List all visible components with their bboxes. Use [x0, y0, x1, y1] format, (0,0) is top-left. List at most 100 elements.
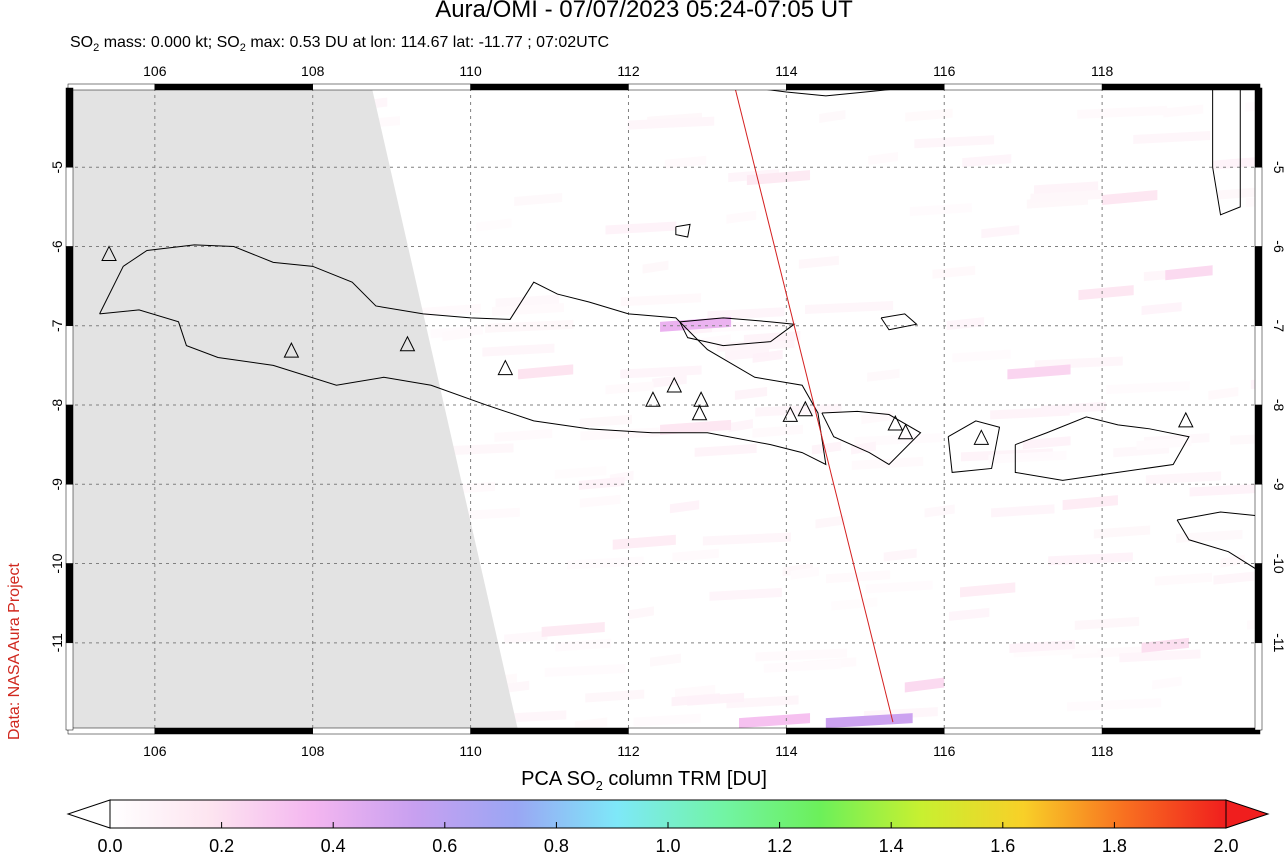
so2-swath-pixel: [755, 648, 848, 662]
so2-swath-pixel: [988, 450, 1067, 464]
so2-swath-pixel: [811, 441, 842, 455]
orbit-track-line: [734, 87, 894, 723]
so2-swath-pixel: [1067, 698, 1162, 712]
so2-swath-pixel: [1133, 130, 1211, 144]
so2-swath-pixel: [815, 515, 845, 529]
frame-segment-bottom: [943, 727, 1103, 735]
so2-swath-pixel: [579, 414, 632, 428]
colorbar-tick-label: 0.2: [209, 836, 234, 855]
so2-swath-pixel: [851, 441, 876, 455]
so2-swath-pixel: [669, 500, 700, 514]
so2-swath-pixel: [763, 659, 842, 673]
volcano-marker: [897, 423, 914, 440]
so2-swath-pixel: [701, 334, 731, 348]
coastline: [821, 410, 922, 466]
volcano-marker: [797, 400, 814, 417]
so2-swath-pixel: [633, 713, 701, 727]
coastline: [1014, 416, 1190, 481]
so2-streak: [738, 713, 811, 729]
so2-streak: [517, 364, 574, 380]
x-tick-label-top: 116: [933, 63, 956, 79]
y-tick-label-left: -9: [49, 478, 65, 491]
chart-title: Aura/OMI - 07/07/2023 05:24-07:05 UT: [435, 0, 853, 23]
so2-swath-pixel: [825, 570, 891, 584]
so2-swath-pixel: [1106, 381, 1190, 395]
volcano-marker: [782, 406, 799, 422]
so2-swath-pixel: [1213, 571, 1255, 585]
frame-segment-right: [1254, 563, 1263, 644]
so2-swath-pixel: [492, 303, 564, 317]
so2-streak: [1078, 285, 1134, 301]
frame-segment-right: [1254, 642, 1263, 731]
so2-swath-pixel: [1152, 676, 1182, 690]
frame-segment-left: [65, 167, 74, 247]
frame-segment-left: [65, 246, 74, 327]
so2-swath-pixel: [867, 368, 900, 382]
x-tick-label-bottom: 108: [301, 743, 325, 759]
colorbar-tick-label: 0.0: [97, 836, 122, 855]
y-tick-label-right: -7: [1271, 320, 1287, 333]
volcano-marker: [1177, 411, 1194, 428]
frame-segment-top: [470, 83, 629, 91]
so2-swath-pixel: [514, 192, 563, 206]
so2-swath-pixel: [554, 466, 607, 480]
so2-swath-pixel: [1093, 525, 1151, 539]
so2-swath-pixel: [798, 255, 839, 269]
frame-segment-left: [65, 404, 74, 485]
y-tick-label-left: -11: [49, 633, 65, 652]
so2-swath-pixel: [854, 433, 943, 447]
so2-swath-pixel: [962, 154, 1012, 168]
so2-swath-pixel: [579, 494, 621, 508]
frame-segment-right: [1254, 484, 1263, 564]
coastline: [99, 244, 827, 466]
so2-swath-pixel: [1176, 529, 1243, 543]
so2-swath-pixel: [865, 580, 933, 594]
colorbar-tick-label: 2.0: [1213, 836, 1238, 855]
so2-swath-pixel: [924, 504, 955, 518]
so2-swath-pixel: [734, 386, 768, 400]
volcano-marker: [399, 335, 416, 352]
so2-swath-pixel: [1154, 572, 1212, 586]
so2-streak: [960, 582, 1016, 598]
so2-swath-pixel: [605, 221, 677, 235]
x-tick-label-top: 114: [775, 63, 798, 79]
y-tick-label-left: -6: [49, 240, 65, 253]
so2-swath-pixel: [1048, 552, 1133, 566]
volcano-marker: [283, 342, 300, 358]
so2-swath-pixel: [482, 343, 555, 357]
colorbar-max-arrow: [1225, 799, 1270, 829]
so2-swath-pixel: [991, 504, 1055, 518]
so2-swath-pixel: [620, 293, 702, 307]
so2-swath-pixel: [831, 597, 878, 611]
so2-swath-pixel: [642, 260, 669, 274]
so2-swath-pixel: [709, 587, 782, 601]
frame-segment-top: [312, 83, 471, 91]
volcano-marker: [691, 404, 708, 421]
coastline: [679, 317, 796, 347]
so2-swath-pixel: [485, 319, 574, 333]
frame-segment-top: [943, 83, 1103, 91]
colorbar-tick-label: 1.2: [767, 836, 792, 855]
so2-swath-pixel: [1074, 616, 1140, 630]
coastline: [675, 223, 691, 238]
frame-segment-bottom: [786, 727, 945, 735]
x-tick-label-bottom: 112: [617, 743, 640, 759]
volcano-marker: [666, 376, 683, 393]
so2-swath-pixel: [504, 630, 548, 644]
so2-streak: [1141, 637, 1189, 653]
so2-swath-pixel: [752, 349, 783, 363]
y-tick-label-left: -8: [49, 399, 65, 412]
volcano-marker: [887, 414, 904, 431]
so2-swath-pixel: [580, 427, 660, 441]
so2-swath-pixel: [672, 548, 719, 562]
x-tick-label-top: 108: [301, 63, 325, 79]
coastline: [754, 88, 905, 97]
coastline: [1176, 511, 1260, 573]
volcano-marker: [973, 429, 990, 445]
so2-swath-pixel: [726, 695, 799, 709]
so2-swath-pixel: [476, 218, 512, 232]
volcano-marker: [101, 245, 117, 261]
chart-subtitle: SO2 mass: 0.000 kt; SO2 max: 0.53 DU at …: [70, 34, 610, 55]
frame-segment-bottom: [67, 727, 156, 735]
so2-swath-pixel: [605, 381, 654, 395]
